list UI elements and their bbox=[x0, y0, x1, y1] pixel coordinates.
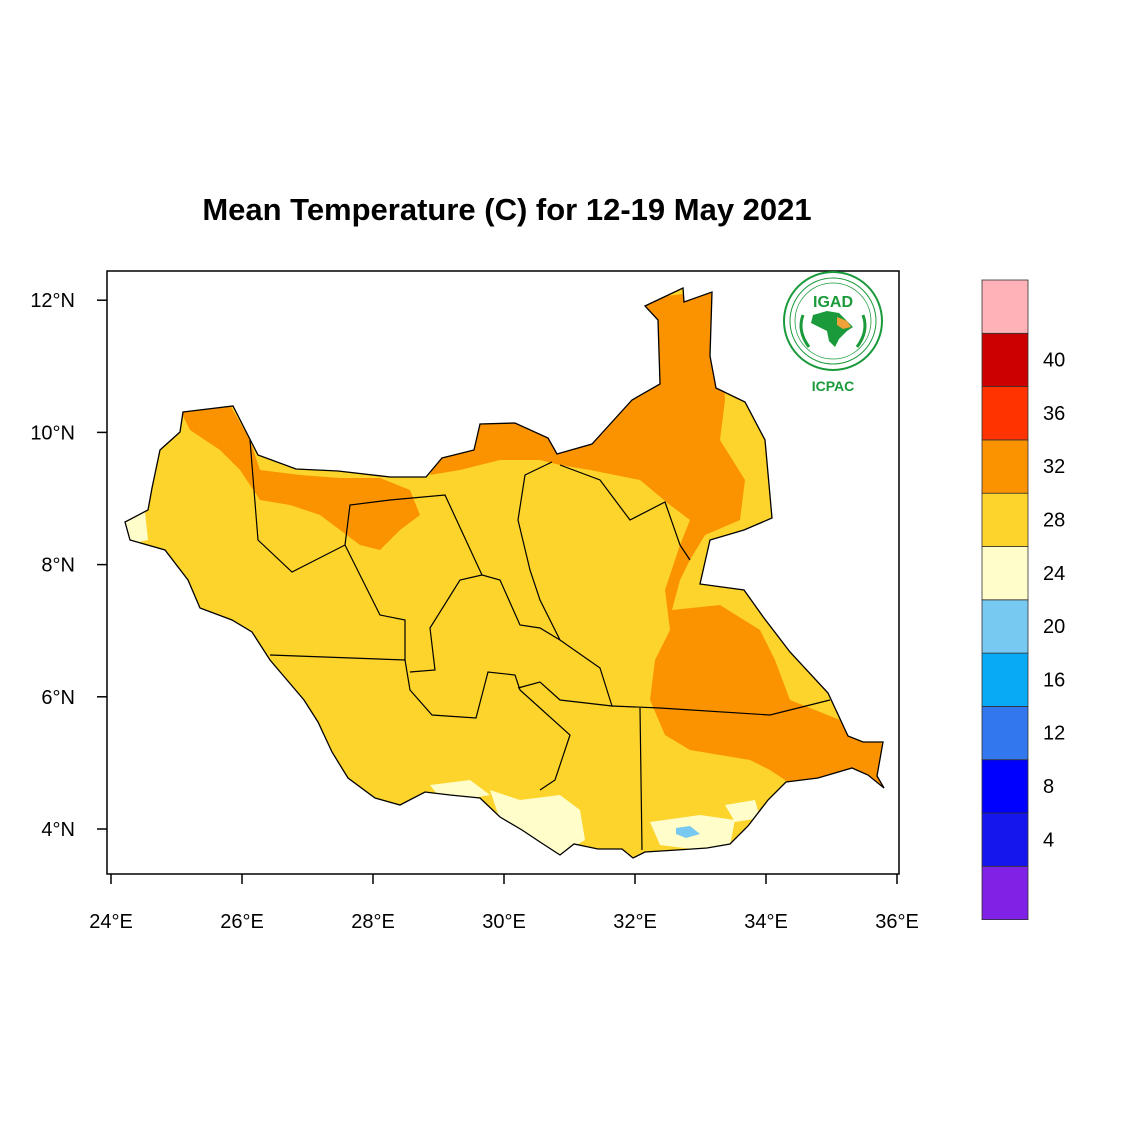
x-axis: 24°E 26°E 28°E 30°E 32°E 34°E 36°E bbox=[89, 874, 919, 933]
logo-top-text: IGAD bbox=[813, 294, 853, 311]
y-tick-label: 8°N bbox=[41, 555, 75, 577]
igad-icpac-logo: IGAD ICPAC bbox=[783, 271, 883, 394]
colorbar-swatch bbox=[981, 492, 1029, 547]
colorbar-swatch bbox=[981, 759, 1029, 814]
x-tick-label: 26°E bbox=[220, 911, 264, 933]
temperature-zone-28-32-north bbox=[180, 405, 420, 550]
colorbar-swatch bbox=[981, 599, 1029, 654]
logo-bottom-text: ICPAC bbox=[812, 378, 855, 394]
colorbar-label: 16 bbox=[1043, 669, 1065, 691]
temperature-zone-20-24-south bbox=[490, 790, 585, 855]
colorbar-label: 20 bbox=[1043, 616, 1065, 638]
colorbar-label: 36 bbox=[1043, 403, 1065, 425]
laurel-left-icon bbox=[799, 314, 811, 348]
colorbar-swatch bbox=[981, 706, 1029, 761]
x-tick-label: 34°E bbox=[744, 911, 788, 933]
colorbar-swatch bbox=[981, 546, 1029, 601]
y-tick-label: 6°N bbox=[41, 687, 75, 709]
colorbar-label: 12 bbox=[1043, 723, 1065, 745]
x-tick-label: 24°E bbox=[89, 911, 133, 933]
page-title: Mean Temperature (C) for 12-19 May 2021 bbox=[202, 192, 812, 227]
colorbar-label: 28 bbox=[1043, 510, 1065, 532]
laurel-right-icon bbox=[855, 314, 867, 348]
x-tick-label: 28°E bbox=[351, 911, 395, 933]
y-tick-label: 4°N bbox=[41, 819, 75, 841]
colorbar-label: 24 bbox=[1043, 563, 1065, 585]
x-tick-label: 32°E bbox=[613, 911, 657, 933]
colorbar-swatch bbox=[981, 812, 1029, 867]
colorbar-swatch bbox=[981, 332, 1029, 387]
colorbar-swatch bbox=[981, 279, 1029, 334]
x-tick-label: 36°E bbox=[875, 911, 919, 933]
colorbar: 4 8 12 16 20 24 28 32 36 40 bbox=[981, 279, 1065, 920]
state-boundaries bbox=[249, 439, 831, 851]
country-outline bbox=[124, 287, 885, 859]
colorbar-label: 40 bbox=[1043, 350, 1065, 372]
colorbar-swatch bbox=[981, 386, 1029, 441]
temperature-zone-28-32-east bbox=[430, 290, 884, 790]
x-tick-label: 30°E bbox=[482, 911, 526, 933]
y-axis: 4°N 6°N 8°N 10°N 12°N bbox=[30, 290, 107, 841]
colorbar-label: 8 bbox=[1043, 776, 1054, 798]
temperature-zone-20-24-east bbox=[725, 800, 760, 822]
colorbar-swatch bbox=[981, 439, 1029, 494]
horn-of-africa-icon bbox=[837, 317, 851, 329]
y-tick-label: 10°N bbox=[30, 422, 75, 444]
y-tick-label: 12°N bbox=[30, 290, 75, 312]
colorbar-swatch bbox=[981, 652, 1029, 707]
colorbar-label: 4 bbox=[1043, 829, 1054, 851]
colorbar-swatch bbox=[981, 865, 1029, 920]
temperature-zone-16-20 bbox=[676, 826, 700, 838]
colorbar-label: 32 bbox=[1043, 456, 1065, 478]
